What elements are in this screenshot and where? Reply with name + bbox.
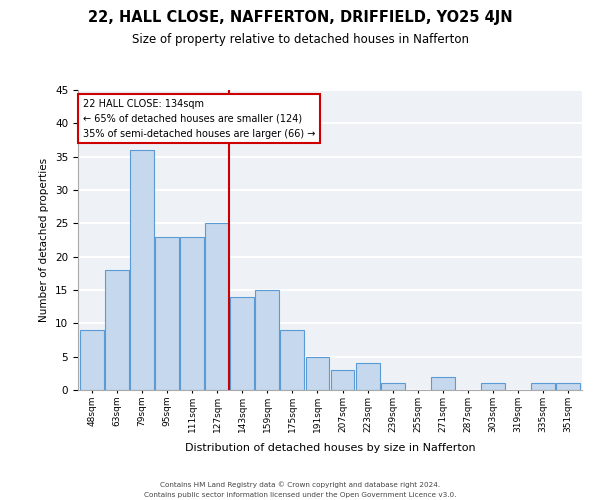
- Bar: [130, 150, 154, 390]
- X-axis label: Distribution of detached houses by size in Nafferton: Distribution of detached houses by size …: [185, 443, 475, 453]
- Bar: [481, 384, 505, 390]
- Bar: [280, 330, 304, 390]
- Text: Contains HM Land Registry data © Crown copyright and database right 2024.
Contai: Contains HM Land Registry data © Crown c…: [144, 482, 456, 498]
- Bar: [256, 290, 279, 390]
- Bar: [155, 236, 179, 390]
- Bar: [180, 236, 204, 390]
- Bar: [381, 384, 404, 390]
- Bar: [230, 296, 254, 390]
- Bar: [331, 370, 355, 390]
- Bar: [80, 330, 104, 390]
- Bar: [205, 224, 229, 390]
- Bar: [305, 356, 329, 390]
- Y-axis label: Number of detached properties: Number of detached properties: [40, 158, 49, 322]
- Text: Size of property relative to detached houses in Nafferton: Size of property relative to detached ho…: [131, 32, 469, 46]
- Text: 22 HALL CLOSE: 134sqm
← 65% of detached houses are smaller (124)
35% of semi-det: 22 HALL CLOSE: 134sqm ← 65% of detached …: [83, 99, 316, 138]
- Bar: [531, 384, 555, 390]
- Bar: [356, 364, 380, 390]
- Text: 22, HALL CLOSE, NAFFERTON, DRIFFIELD, YO25 4JN: 22, HALL CLOSE, NAFFERTON, DRIFFIELD, YO…: [88, 10, 512, 25]
- Bar: [556, 384, 580, 390]
- Bar: [431, 376, 455, 390]
- Bar: [105, 270, 129, 390]
